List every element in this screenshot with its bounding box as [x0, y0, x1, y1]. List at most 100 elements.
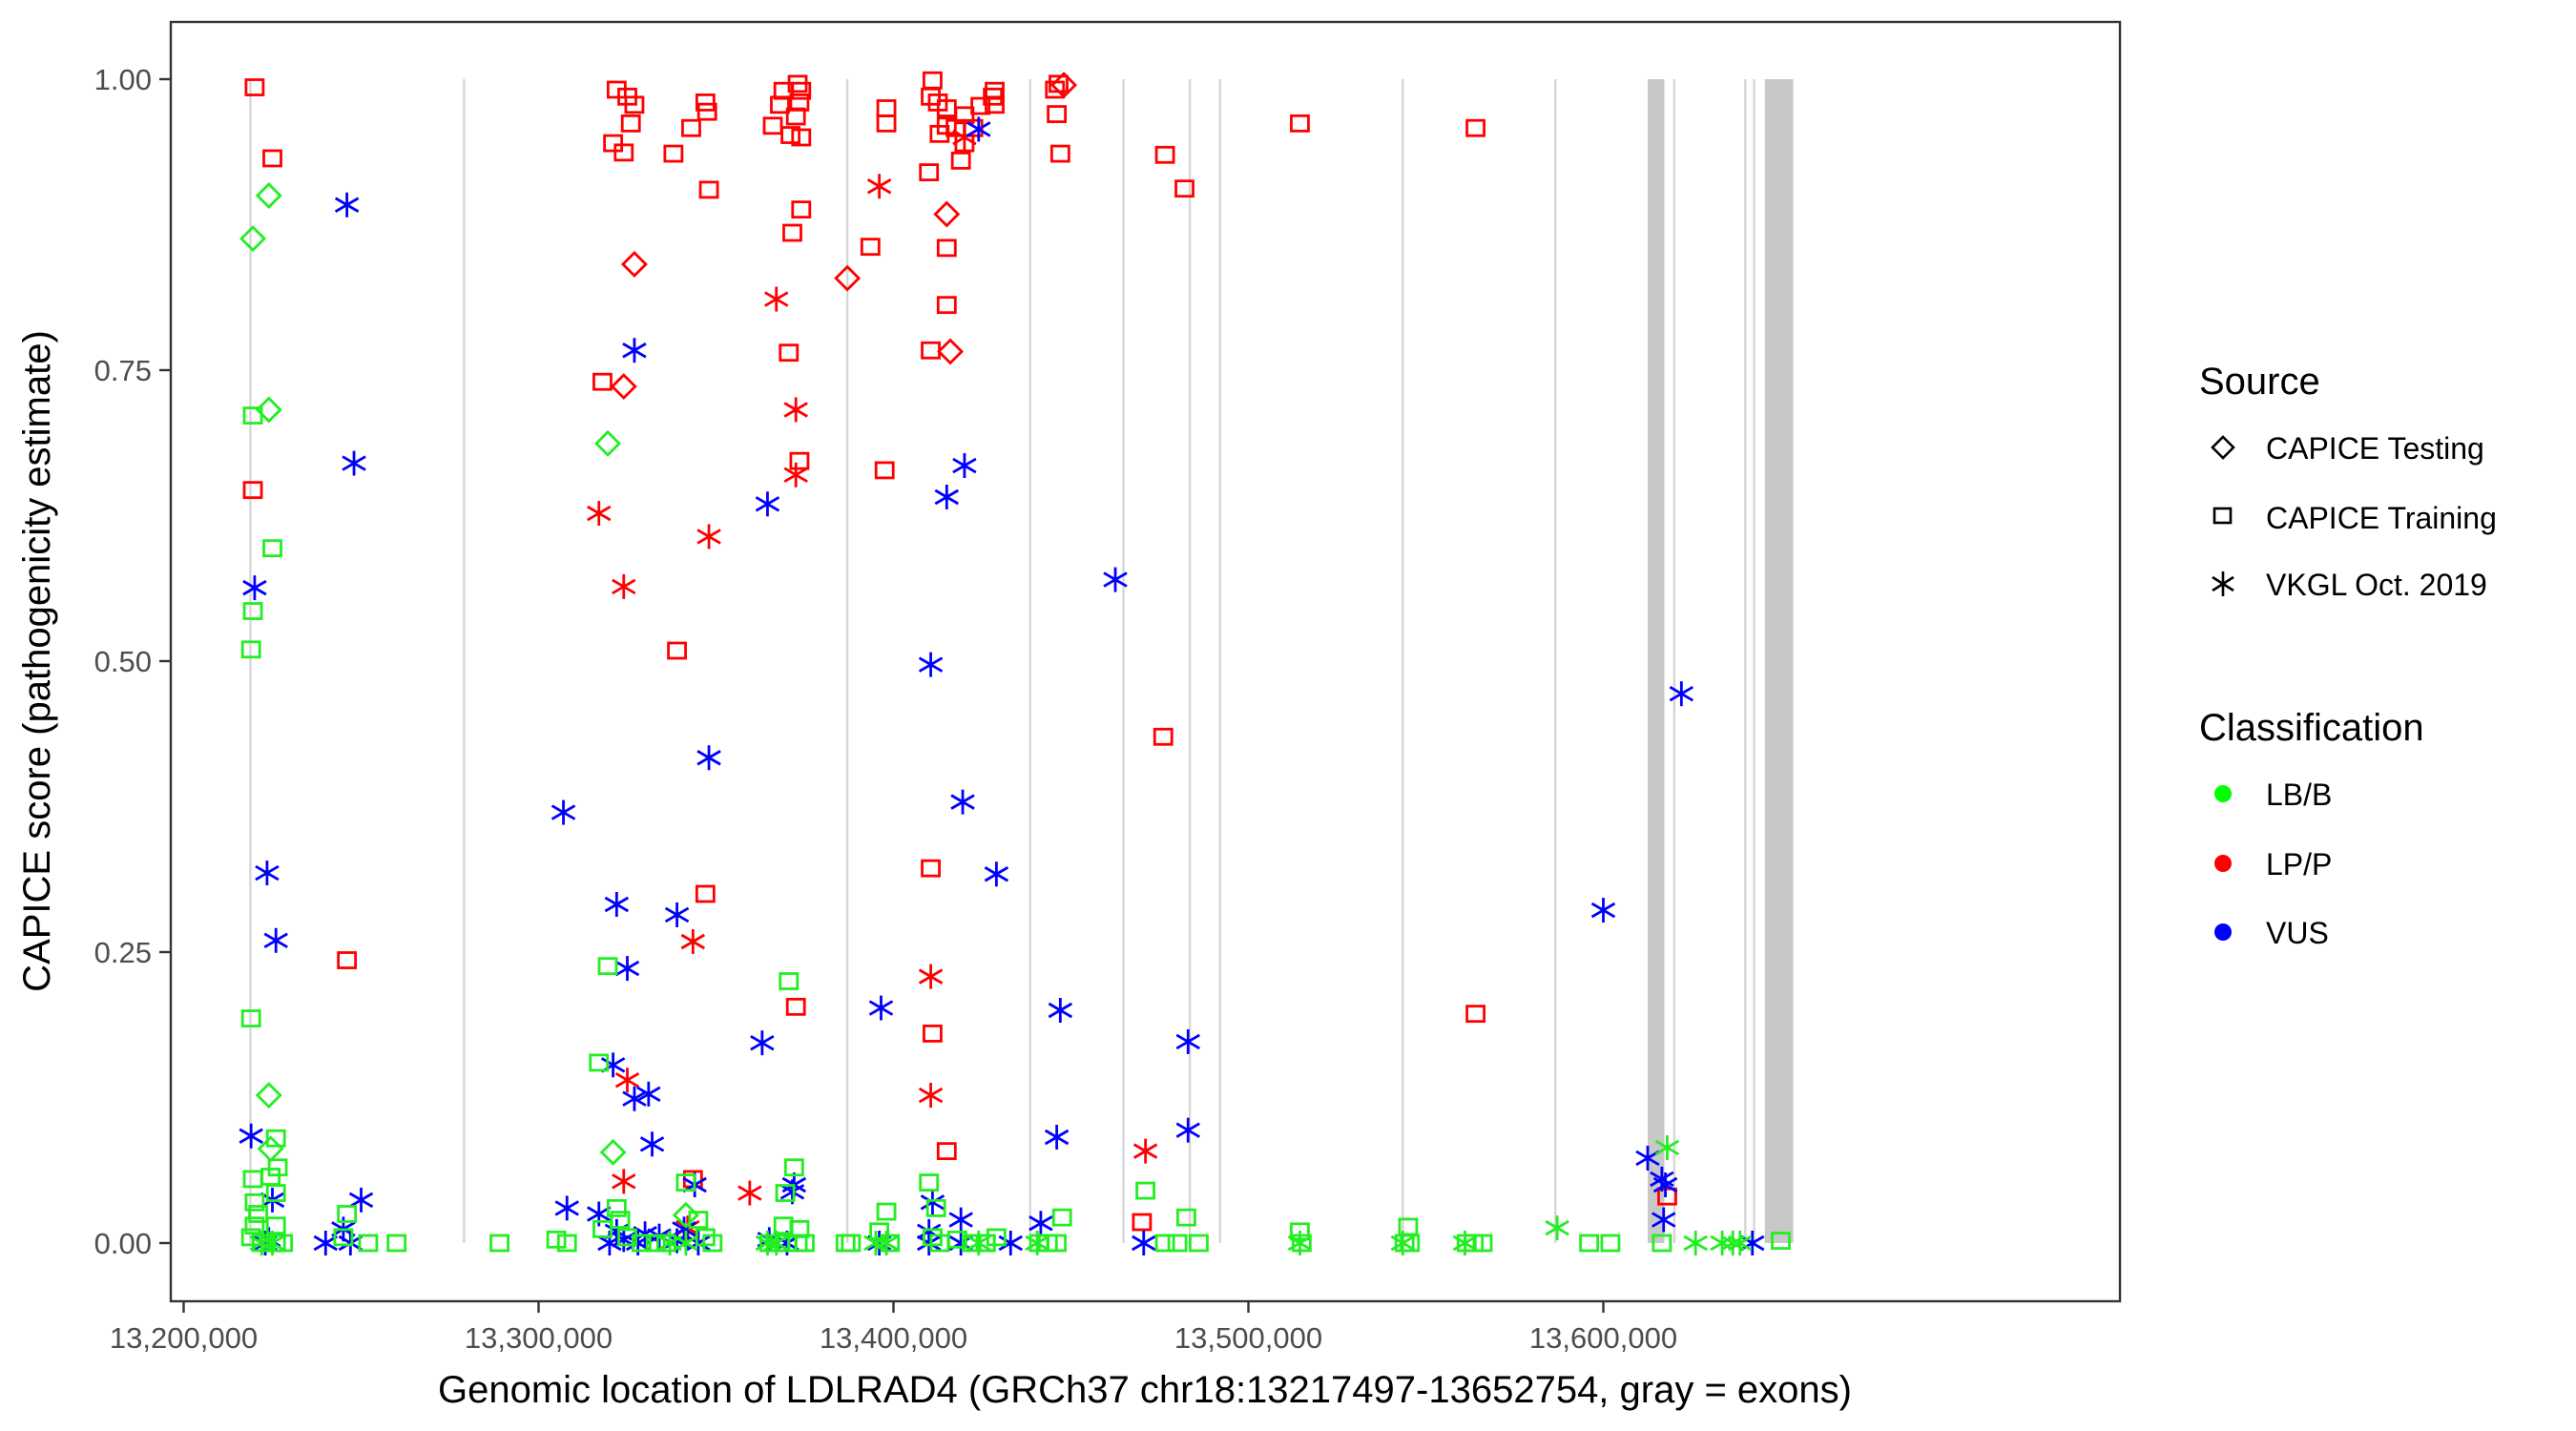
point-asterisk: [636, 1081, 661, 1107]
point-square: [546, 1230, 567, 1249]
point-asterisk: [984, 861, 1009, 887]
point-asterisk: [863, 1231, 888, 1255]
point-asterisk: [1132, 1231, 1156, 1255]
point-asterisk: [1048, 998, 1073, 1023]
point-asterisk: [764, 1231, 789, 1255]
x-axis: 13,200,000 13,300,000 13,400,000 13,500,000…: [110, 1301, 1677, 1355]
point-asterisk: [348, 1187, 374, 1213]
point-asterisk: [587, 501, 612, 527]
point-square: [696, 102, 717, 121]
point-square: [789, 451, 810, 470]
point-square: [1652, 1234, 1672, 1253]
point-square: [556, 1234, 577, 1253]
point-asterisk: [1635, 1145, 1660, 1171]
point-square: [267, 1158, 288, 1177]
point-asterisk: [342, 450, 366, 476]
points-layer: [239, 71, 1791, 1255]
point-square: [1154, 1234, 1175, 1253]
point-square: [780, 126, 801, 144]
point-square: [1047, 1234, 1068, 1253]
point-asterisk: [920, 1190, 945, 1215]
point-asterisk: [764, 286, 789, 312]
point-asterisk: [1652, 1207, 1676, 1233]
point-asterisk: [934, 484, 960, 509]
legend-label: CAPICE Training: [2266, 501, 2497, 535]
point-square: [624, 95, 645, 114]
point-square: [265, 1129, 286, 1148]
point-square: [985, 95, 1005, 114]
exon-band: [1764, 79, 1794, 1243]
point-square: [617, 1228, 637, 1247]
y-tick-label: 1.00: [94, 63, 152, 96]
point-square: [242, 481, 263, 500]
point-asterisk: [1132, 1138, 1158, 1164]
legend-item-vus: VUS: [2214, 916, 2329, 950]
point-asterisk: [783, 397, 808, 423]
point-diamond: [594, 429, 622, 457]
point-asterisk: [255, 861, 280, 886]
point-asterisk: [672, 1216, 696, 1242]
point-square: [262, 539, 282, 558]
point-square: [923, 1228, 943, 1247]
legend-item-capice-testing: CAPICE Testing: [2211, 431, 2484, 466]
point-square: [841, 1234, 862, 1253]
point-square: [489, 1234, 509, 1253]
point-square: [876, 1202, 897, 1221]
point-square: [1153, 727, 1174, 746]
point-square: [610, 1211, 631, 1229]
point-square: [1579, 1234, 1600, 1253]
point-asterisk: [866, 174, 892, 199]
point-square: [919, 1173, 940, 1192]
point-asterisk: [612, 573, 636, 599]
point-square: [1290, 114, 1310, 133]
point-square: [645, 1234, 666, 1253]
point-square: [1176, 1208, 1196, 1227]
point-asterisk: [1669, 681, 1694, 707]
point-asterisk: [1025, 1231, 1049, 1255]
point-square: [240, 1228, 261, 1247]
point-square: [762, 116, 783, 135]
point-square: [333, 1228, 354, 1247]
x-tick-label: 13,200,000: [110, 1321, 258, 1355]
x-axis-title: Genomic location of LDLRAD4 (GRCh37 chr1…: [438, 1369, 1852, 1411]
red-dot-icon: [2214, 855, 2232, 872]
point-square: [1657, 1187, 1677, 1206]
point-square: [606, 1199, 627, 1217]
legend-classification-title: Classification: [2199, 707, 2424, 749]
point-square: [240, 640, 261, 659]
point-asterisk: [614, 1068, 640, 1093]
point-asterisk: [998, 1231, 1023, 1255]
x-tick-label: 13,500,000: [1174, 1321, 1322, 1355]
point-square: [244, 78, 265, 96]
point-asterisk: [1683, 1231, 1708, 1255]
point-square: [663, 144, 684, 163]
point-square: [791, 128, 812, 147]
point-square: [240, 1009, 261, 1027]
legend-label: VUS: [2266, 916, 2329, 950]
point-square: [1174, 179, 1195, 198]
point-asterisk: [551, 799, 576, 825]
point-square: [1154, 145, 1175, 164]
point-asterisk: [918, 1083, 944, 1109]
point-square: [688, 1211, 709, 1229]
point-square: [936, 116, 957, 135]
y-tick-label: 0.00: [94, 1227, 152, 1260]
point-square: [597, 957, 618, 976]
exon-line: [463, 79, 466, 1243]
exon-line: [1744, 79, 1747, 1243]
point-asterisk: [916, 1231, 942, 1255]
point-asterisk: [1652, 1172, 1678, 1197]
point-asterisk: [674, 1231, 698, 1255]
point-asterisk: [614, 956, 640, 982]
point-diamond: [255, 182, 282, 209]
point-square: [779, 972, 800, 990]
point-asterisk: [918, 964, 944, 989]
point-square: [695, 93, 716, 112]
point-diamond: [255, 1082, 282, 1110]
point-asterisk: [1103, 567, 1128, 592]
point-square: [667, 641, 687, 660]
point-square: [779, 343, 800, 363]
point-square: [695, 884, 716, 903]
point-square: [936, 238, 957, 258]
